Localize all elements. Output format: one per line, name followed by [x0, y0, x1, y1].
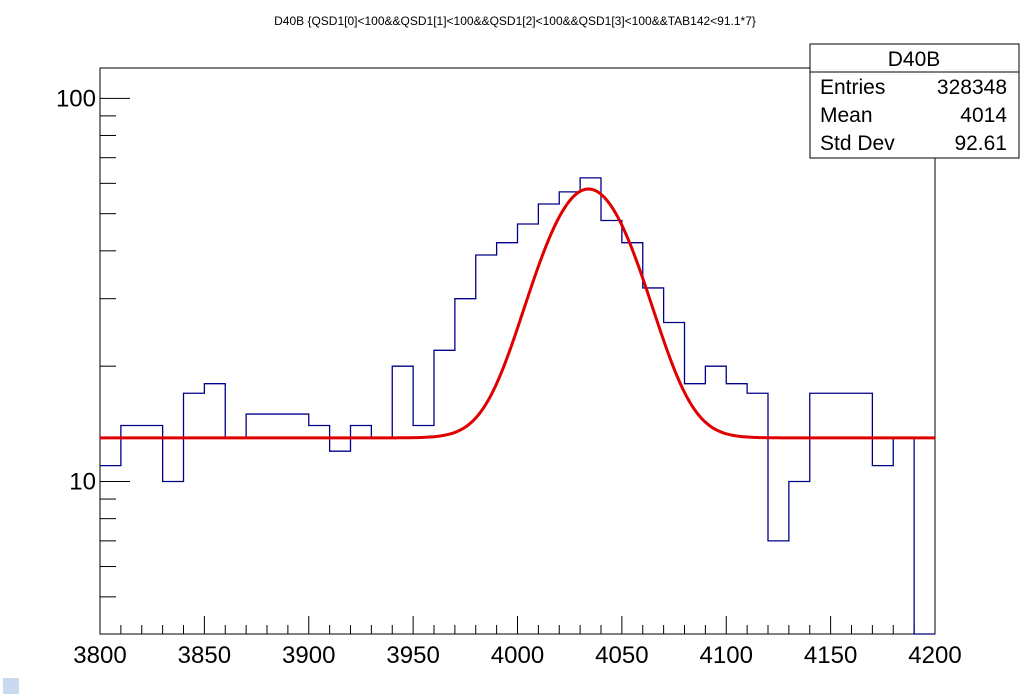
y-axis: 10 100	[56, 85, 130, 635]
chart-title: D40B {QSD1[0]<100&&QSD1[1]<100&&QSD1[2]<…	[274, 14, 756, 28]
x-tick-label: 3850	[178, 642, 231, 669]
x-tick-label: 3900	[282, 642, 335, 669]
x-tick-label: 4150	[804, 642, 857, 669]
x-tick-label: 3800	[73, 642, 126, 669]
stats-mean-label: Mean	[820, 104, 873, 127]
x-tick-label: 4000	[491, 642, 544, 669]
stats-mean-value: 4014	[960, 104, 1007, 127]
fit-line	[100, 187, 935, 440]
corner-square-icon	[3, 678, 19, 694]
stats-entries-value: 328348	[937, 76, 1007, 99]
stats-stddev-value: 92.61	[954, 132, 1007, 155]
y-tick-label: 10	[69, 469, 96, 496]
stats-stddev-label: Std Dev	[820, 132, 895, 155]
x-tick-label: 4050	[595, 642, 648, 669]
x-tick-label: 4100	[700, 642, 753, 669]
x-tick-label: 4200	[908, 642, 961, 669]
stats-entries-label: Entries	[820, 76, 885, 99]
fit-curve	[100, 187, 935, 440]
x-axis: 3800 3850 3900 3950 4000 4050 4100 4150 4200	[73, 616, 962, 669]
histogram-line	[100, 177, 935, 635]
x-tick-label: 3950	[386, 642, 439, 669]
histogram	[100, 177, 935, 635]
stats-box: D40B Entries 328348 Mean 4014 Std Dev 92…	[809, 43, 1020, 159]
y-tick-label: 100	[56, 85, 96, 112]
stats-title: D40B	[888, 48, 941, 71]
